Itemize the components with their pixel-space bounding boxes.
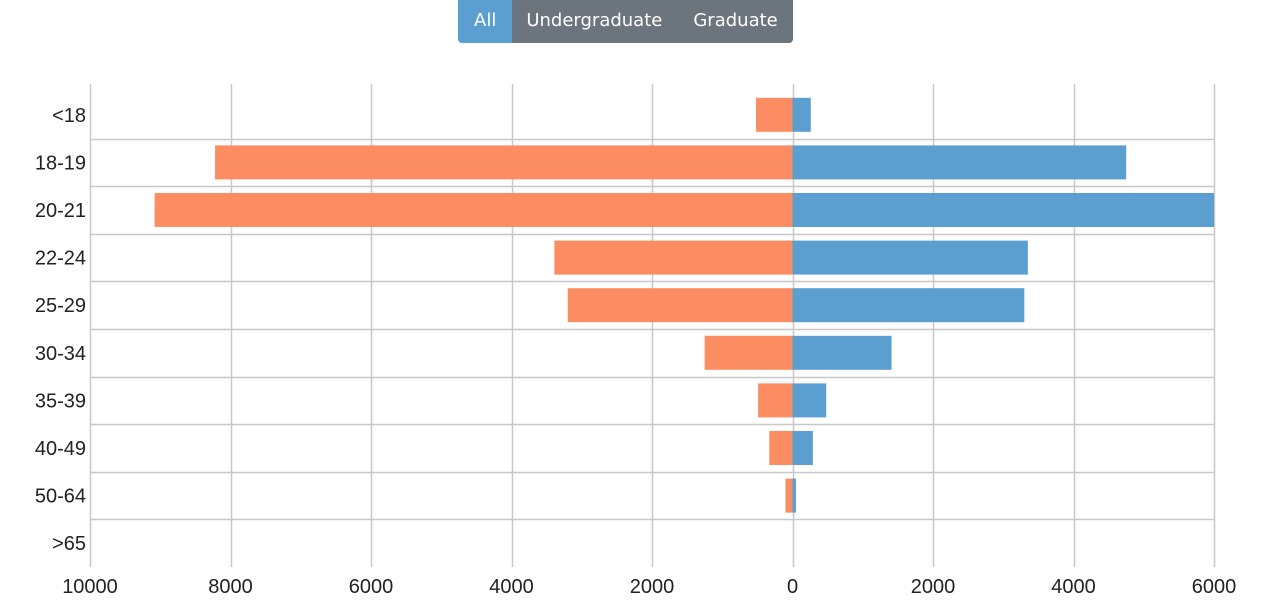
y-tick-label: <18 — [52, 105, 86, 127]
x-tick-label: 4000 — [1051, 576, 1096, 598]
bar-right — [792, 478, 797, 513]
x-tick-label: 6000 — [1192, 576, 1237, 598]
y-tick-label: 18-19 — [35, 152, 86, 174]
bar-left — [704, 335, 793, 370]
bar-right — [792, 335, 892, 370]
filter-graduate-button[interactable]: Graduate — [677, 0, 793, 43]
bar-left — [215, 145, 793, 180]
y-tick-label: 30-34 — [35, 343, 86, 365]
bar-right — [792, 97, 811, 132]
x-tick-label: 10000 — [62, 576, 118, 598]
filter-button-group: All Undergraduate Graduate — [458, 0, 793, 43]
bar-left — [755, 97, 793, 132]
bar-left — [769, 431, 793, 465]
filter-all-button[interactable]: All — [458, 0, 513, 43]
bar-right — [792, 383, 827, 418]
y-tick-label: 20-21 — [35, 200, 86, 222]
bar-left — [154, 193, 793, 227]
x-tick-label: 4000 — [489, 576, 534, 598]
y-tick-label: 50-64 — [35, 486, 86, 508]
bar-right — [792, 193, 1214, 227]
y-tick-label: >65 — [52, 533, 86, 555]
filter-undergraduate-button[interactable]: Undergraduate — [512, 0, 678, 43]
x-tick-label: 0 — [787, 576, 798, 598]
y-tick-label: 22-24 — [35, 248, 86, 270]
bar-right — [792, 240, 1028, 275]
bar-right — [792, 431, 813, 465]
y-tick-label: 40-49 — [35, 438, 86, 460]
bar-left — [758, 383, 793, 418]
bar-left — [554, 240, 793, 275]
y-tick-label: 35-39 — [35, 390, 86, 412]
x-tick-label: 8000 — [208, 576, 253, 598]
y-tick-label: 25-29 — [35, 295, 86, 317]
x-tick-label: 2000 — [911, 576, 956, 598]
bar-right — [792, 145, 1127, 180]
x-tick-label: 6000 — [349, 576, 394, 598]
bar-right — [792, 288, 1025, 323]
x-tick-label: 2000 — [630, 576, 675, 598]
bar-left — [785, 478, 793, 513]
bar-left — [567, 288, 793, 323]
